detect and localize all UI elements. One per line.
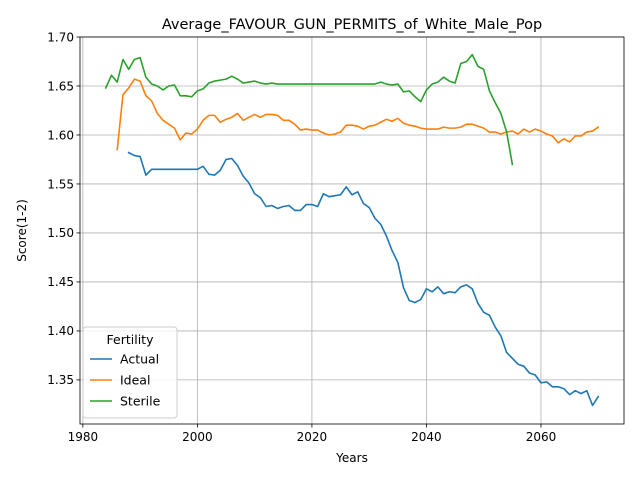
- x-tick-label: 2020: [297, 430, 328, 444]
- series-line-ideal: [116, 78, 600, 151]
- y-tick-label: 1.55: [47, 177, 74, 191]
- x-tick-label: 1980: [68, 430, 99, 444]
- x-tick-label: 2060: [526, 430, 557, 444]
- y-tick-label: 1.45: [47, 275, 74, 289]
- legend-label-sterile: Sterile: [120, 394, 161, 409]
- y-axis-label: Score(1-2): [15, 199, 29, 262]
- y-tick-label: 1.50: [47, 226, 74, 240]
- legend-label-ideal: Ideal: [120, 373, 150, 388]
- y-tick-label: 1.60: [47, 128, 74, 142]
- series-line-sterile: [104, 53, 514, 166]
- y-tick-label: 1.65: [47, 79, 74, 93]
- y-tick-label: 1.40: [47, 324, 74, 338]
- x-axis-label: Years: [335, 451, 368, 465]
- y-tick-label: 1.70: [47, 30, 74, 44]
- x-tick-label: 2000: [182, 430, 213, 444]
- legend-items: Actual Ideal Sterile: [90, 352, 161, 409]
- series-layer: [104, 53, 600, 407]
- y-tick-label: 1.35: [47, 373, 74, 387]
- legend-box: [82, 326, 178, 419]
- y-axis: 1.35 1.40 1.45 1.50 1.55 1.60 1.65 1.70: [47, 30, 80, 387]
- x-tick-label: 2040: [411, 430, 442, 444]
- legend: Fertility Actual Ideal Sterile: [82, 326, 178, 419]
- x-axis: 1980 2000 2020 2040 2060: [68, 424, 557, 444]
- grid: [80, 36, 624, 424]
- series-line-actual: [127, 151, 600, 407]
- plot-frame: [79, 36, 625, 425]
- legend-title: Fertility: [107, 332, 155, 347]
- chart-title: Average_FAVOUR_GUN_PERMITS_of_White_Male…: [162, 17, 542, 33]
- legend-label-actual: Actual: [120, 352, 159, 367]
